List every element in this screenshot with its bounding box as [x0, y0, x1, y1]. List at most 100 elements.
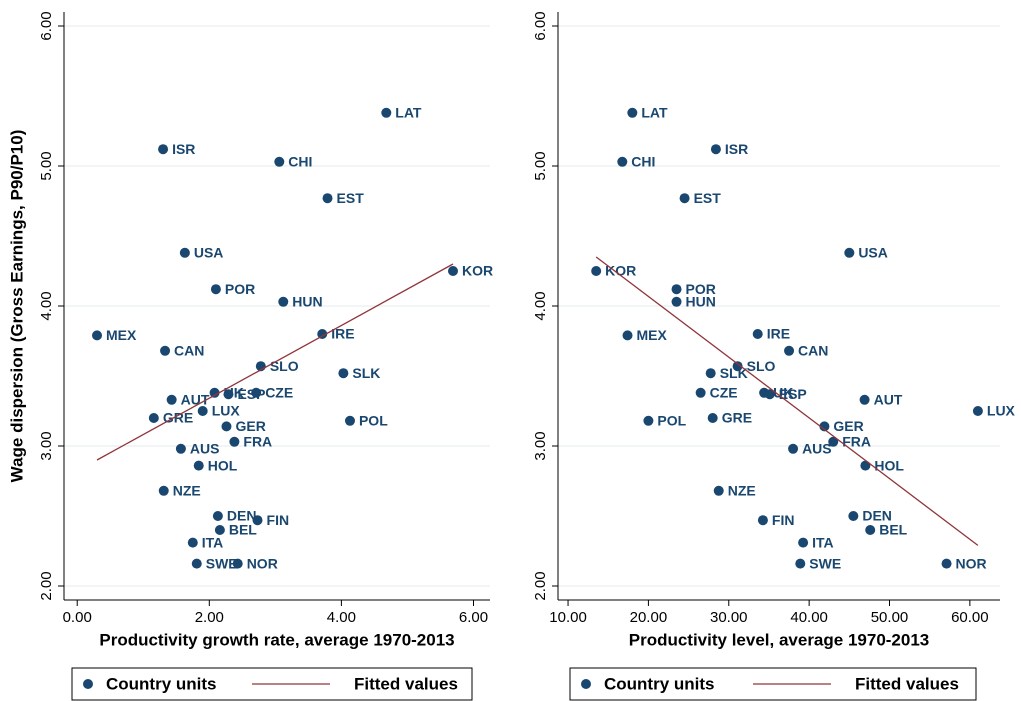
point	[671, 296, 682, 307]
point-label: HUN	[292, 294, 322, 310]
point	[859, 394, 870, 405]
legend-label: Fitted values	[354, 674, 458, 693]
point-label: ITA	[812, 534, 834, 550]
legend-label: Country units	[604, 674, 715, 693]
point-label: NOR	[956, 555, 987, 571]
point-label: EST	[694, 190, 722, 206]
point	[591, 266, 602, 276]
point	[193, 460, 204, 471]
x-axis-title: Productivity growth rate, average 1970-2…	[99, 630, 454, 649]
point	[941, 558, 952, 569]
x-tick-label: 60.00	[951, 609, 989, 626]
point-label: CHI	[288, 154, 312, 170]
point	[232, 558, 243, 569]
point-label: NZE	[173, 483, 201, 499]
point	[764, 389, 775, 400]
point	[710, 144, 721, 155]
point-label: CAN	[798, 343, 828, 359]
point-label: CZE	[710, 385, 738, 401]
point	[148, 413, 159, 423]
point-label: NOR	[247, 555, 278, 571]
x-tick-label: 20.00	[630, 609, 668, 626]
point-label: POL	[359, 413, 388, 429]
point	[214, 525, 225, 535]
point	[251, 387, 262, 398]
legend-marker	[83, 679, 93, 689]
point-label: MEX	[106, 327, 137, 343]
point-label: POR	[686, 281, 716, 297]
point	[860, 460, 871, 471]
point-label: AUS	[802, 441, 832, 457]
point-label: BEL	[879, 522, 907, 538]
point-label: MEX	[637, 327, 668, 343]
point	[865, 525, 876, 535]
point-label: IRE	[331, 326, 354, 342]
point	[158, 144, 169, 155]
point-label: KOR	[605, 263, 636, 279]
point	[617, 156, 628, 167]
x-tick-label: 10.00	[549, 609, 587, 626]
point-label: POR	[225, 281, 255, 297]
point	[795, 558, 806, 569]
point-label: USA	[194, 245, 224, 261]
point	[788, 443, 799, 454]
point	[187, 537, 198, 548]
point-label: POL	[657, 413, 686, 429]
y-tick-label: 6.00	[38, 11, 55, 40]
point-label: ITA	[202, 534, 224, 550]
point-label: GER	[235, 418, 265, 434]
point	[752, 329, 763, 339]
point	[643, 415, 654, 426]
point-label: DEN	[227, 508, 257, 524]
point	[221, 421, 232, 432]
y-tick-label: 2.00	[38, 571, 55, 600]
fit-line	[595, 256, 979, 546]
point-label: GRE	[163, 410, 193, 426]
point	[757, 515, 768, 526]
point	[695, 387, 706, 398]
point-label: SLK	[352, 365, 380, 381]
point	[338, 368, 349, 379]
x-tick-label: 40.00	[790, 609, 828, 626]
point	[828, 436, 839, 447]
point-label: USA	[858, 245, 888, 261]
point-label: FRA	[842, 434, 871, 450]
point	[197, 406, 208, 416]
point-label: SWE	[206, 555, 238, 571]
point	[713, 485, 724, 496]
point-label: AUT	[874, 392, 903, 408]
y-tick-label: 4.00	[38, 291, 55, 320]
point-label: UK	[773, 385, 793, 401]
x-tick-label: 6.00	[459, 609, 488, 626]
point	[819, 421, 830, 432]
point-label: AUS	[190, 441, 220, 457]
point	[317, 329, 328, 339]
point	[844, 247, 855, 258]
point	[705, 368, 716, 379]
y-tick-label: 6.00	[532, 11, 549, 40]
y-tick-label: 5.00	[38, 151, 55, 180]
point	[322, 193, 333, 204]
point	[622, 330, 633, 341]
point	[179, 247, 190, 258]
y-tick-label: 4.00	[532, 291, 549, 320]
point	[344, 415, 355, 426]
point	[229, 436, 240, 447]
y-tick-label: 5.00	[532, 151, 549, 180]
point-label: BEL	[229, 522, 257, 538]
point	[92, 330, 103, 341]
point-label: HUN	[686, 294, 716, 310]
point-label: LAT	[641, 105, 668, 121]
point-label: GRE	[722, 410, 752, 426]
point	[223, 389, 234, 400]
point	[252, 515, 263, 526]
point	[732, 361, 743, 372]
point-label: CZE	[265, 385, 293, 401]
point-label: CAN	[174, 343, 204, 359]
y-axis-title: Wage dispersion (Gross Earnings, P90/P10…	[7, 130, 26, 483]
point-label: DEN	[862, 508, 892, 524]
point-label: LAT	[395, 105, 422, 121]
point-label: KOR	[462, 263, 493, 279]
point	[972, 406, 983, 416]
